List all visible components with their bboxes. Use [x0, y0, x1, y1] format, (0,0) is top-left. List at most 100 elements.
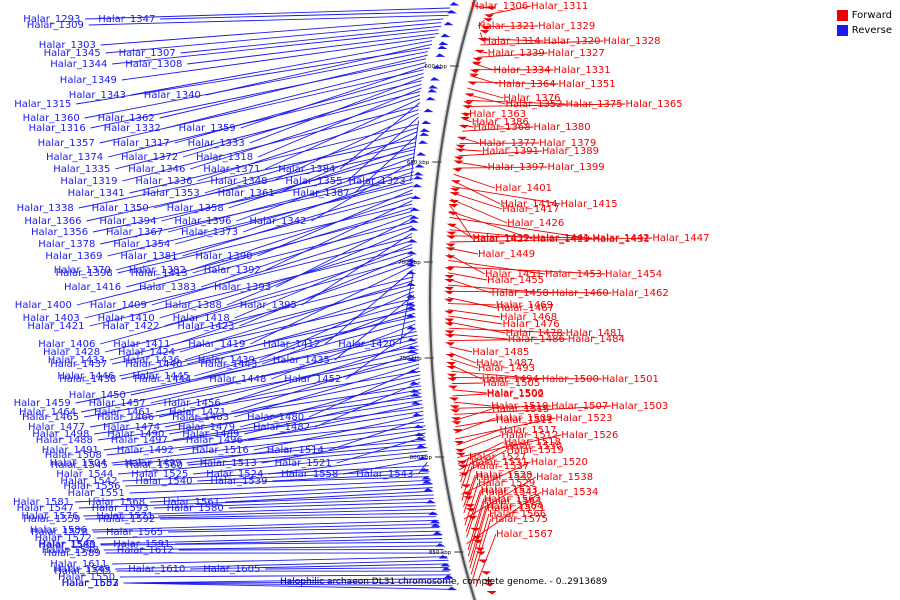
reverse-leader-line	[112, 298, 415, 365]
reverse-leader-line	[279, 131, 418, 194]
reverse-gene-label: Halar_1341	[68, 188, 125, 199]
reverse-feature-arrow	[438, 41, 449, 45]
forward-feature-arrow	[471, 535, 482, 540]
reverse-gene-label: Halar_1353	[143, 188, 200, 199]
reverse-leader-line	[410, 120, 419, 182]
forward-feature-arrow	[444, 279, 455, 283]
reverse-gene-label: Halar_1350	[92, 203, 149, 214]
scale-label: 850 kbp	[429, 550, 452, 556]
reverse-gene-label: Halar_1444	[134, 374, 191, 385]
reverse-feature-arrow	[407, 250, 418, 255]
reverse-leader-line	[175, 261, 414, 345]
forward-gene-label: Halar_1451	[485, 269, 542, 280]
forward-leader-line	[452, 180, 501, 205]
forward-gene-label: Halar_1520	[531, 457, 588, 468]
reverse-leader-line	[272, 472, 429, 482]
forward-leader-line	[448, 315, 503, 325]
reverse-gene-label: Halar_1369	[45, 251, 102, 262]
forward-feature-arrow	[458, 124, 469, 129]
forward-gene-label: Halar_1503	[611, 401, 668, 412]
reverse-gene-label: Halar_1540	[135, 476, 192, 487]
forward-gene-label: Halar_1573	[487, 503, 544, 514]
forward-leader-line	[447, 296, 497, 309]
reverse-leader-line	[343, 458, 428, 475]
forward-feature-arrow	[458, 472, 469, 477]
forward-gene-label: Halar_1538	[536, 472, 593, 483]
reverse-gene-label: Halar_1383	[139, 282, 196, 293]
forward-gene-label: Halar_1530	[505, 441, 562, 452]
reverse-feature-arrow	[408, 369, 419, 373]
reverse-gene-label: Halar_1406	[38, 339, 95, 350]
forward-leader-line	[449, 204, 474, 240]
forward-feature-arrow	[452, 168, 463, 172]
forward-feature-arrow	[464, 93, 475, 97]
forward-leader-line	[453, 405, 552, 409]
forward-gene-label: Halar_1523	[555, 413, 612, 424]
reverse-gene-label: Halar_1459	[14, 398, 71, 409]
legend: Forward Reverse	[836, 8, 892, 38]
forward-feature-arrow	[455, 452, 466, 457]
forward-feature-arrow	[469, 527, 480, 532]
reverse-gene-label: Halar_1409	[90, 300, 147, 311]
forward-gene-label: Halar_1427	[473, 234, 530, 245]
forward-leader-line	[461, 461, 531, 495]
reverse-leader-line	[109, 283, 415, 361]
reverse-feature-arrow	[443, 21, 454, 26]
forward-gene-label: Halar_1532	[476, 472, 533, 483]
forward-leader-line	[466, 491, 482, 538]
forward-leader-line	[451, 192, 503, 210]
reverse-feature-arrow	[421, 120, 432, 124]
reverse-leader-line	[182, 185, 413, 257]
forward-gene-label: Halar_1564	[486, 501, 543, 512]
forward-feature-arrow	[477, 38, 488, 42]
reverse-gene-label: Halar_1319	[60, 176, 117, 187]
forward-leader-line	[457, 434, 562, 458]
reverse-gene-label: Halar_1440	[125, 359, 182, 370]
forward-gene-label: Halar_1454	[605, 269, 662, 280]
forward-gene-label: Halar_1506	[487, 388, 544, 399]
forward-feature-arrow	[447, 211, 458, 216]
forward-leader-line	[452, 186, 561, 205]
reverse-gene-label: Halar_1571	[96, 511, 153, 522]
reverse-leader-line	[122, 105, 419, 182]
reverse-gene-label: Halar_1480	[247, 412, 304, 423]
forward-gene-label: Halar_1431	[593, 234, 650, 245]
forward-gene-label: Halar_1327	[548, 48, 605, 59]
reverse-leader-line	[103, 407, 424, 451]
forward-gene-label: Halar_1529	[478, 478, 535, 489]
forward-gene-label: Halar_1517	[500, 425, 557, 436]
forward-gene-label: Halar_1533	[481, 485, 538, 496]
forward-feature-arrow	[456, 460, 467, 465]
reverse-gene-label: Halar_1388	[165, 300, 222, 311]
forward-leader-line	[468, 505, 487, 563]
forward-feature-arrow	[444, 267, 455, 271]
leader-lines	[74, 5, 653, 590]
forward-feature-arrow	[447, 377, 458, 382]
reverse-gene-label: Halar_1548	[42, 545, 99, 556]
forward-feature-arrow	[448, 397, 459, 401]
forward-feature-arrow	[448, 200, 459, 204]
reverse-feature-arrow	[406, 325, 417, 330]
reverse-leader-line	[153, 498, 434, 509]
reverse-feature-arrow	[432, 65, 443, 69]
forward-feature-arrow	[462, 105, 473, 109]
forward-feature-arrow	[484, 583, 495, 587]
reverse-leader-line	[119, 309, 416, 377]
legend-forward-swatch	[836, 10, 848, 21]
forward-feature-arrow	[444, 330, 455, 334]
reverse-leader-line	[107, 181, 413, 257]
reverse-gene-label: Halar_1344	[50, 59, 107, 70]
forward-leader-line	[451, 370, 542, 380]
reverse-gene-label: Halar_1605	[203, 564, 260, 575]
forward-feature-arrow	[469, 69, 480, 74]
reverse-gene-label: Halar_1343	[69, 90, 126, 101]
reverse-leader-line	[94, 385, 422, 435]
forward-leader-line	[448, 327, 566, 334]
forward-leader-line	[455, 419, 497, 428]
reverse-gene-label: Halar_1366	[24, 216, 81, 227]
reverse-feature-arrow	[447, 9, 458, 14]
forward-leader-line	[460, 456, 470, 483]
reverse-gene-label: Halar_1560	[126, 460, 183, 471]
forward-gene-label: Halar_1351	[558, 79, 615, 90]
reverse-gene-label: Halar_1411	[113, 339, 170, 350]
